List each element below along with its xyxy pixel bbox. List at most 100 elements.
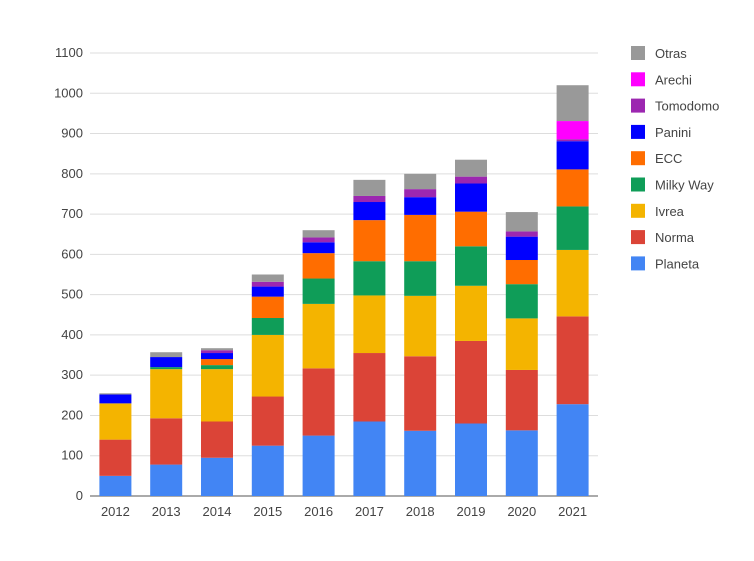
bar-segment-planeta (302, 435, 335, 496)
bar-segment-ecc (505, 260, 538, 285)
y-tick-label: 500 (61, 287, 83, 302)
legend-label: ECC (655, 151, 682, 166)
bar-segment-panini (302, 242, 335, 254)
bar-segment-otras (150, 352, 183, 358)
bar-segment-ivrea (251, 334, 284, 397)
bar-segment-ivrea (99, 403, 132, 440)
bar-segment-milky-way (505, 284, 538, 319)
y-tick-label: 700 (61, 206, 83, 221)
bar-segment-norma (556, 316, 589, 405)
bar-segment-planeta (404, 430, 437, 496)
bar-segment-ivrea (353, 295, 386, 354)
bar-segment-tomodomo (353, 195, 386, 203)
bar-segment-milky-way (302, 278, 335, 304)
y-tick-label: 1100 (55, 45, 83, 60)
bar-segment-ecc (455, 211, 487, 247)
legend-swatch (631, 230, 645, 245)
legend-label: Otras (655, 46, 687, 61)
bar-segment-ivrea (556, 249, 589, 317)
bar-segment-tomodomo (404, 189, 437, 198)
x-tick-label: 2018 (406, 504, 435, 519)
bar-segment-planeta (201, 457, 233, 496)
bar-segment-tomodomo (455, 176, 487, 184)
bar-segment-panini (505, 236, 538, 261)
bar-segment-milky-way (455, 246, 487, 286)
bar-segment-ivrea (150, 369, 183, 419)
bar-segment-ecc (353, 220, 386, 262)
bar-segment-ecc (302, 253, 335, 279)
bar-segment-ivrea (505, 318, 538, 370)
bar-segment-otras (455, 159, 487, 177)
bar-segment-arechi (556, 121, 589, 140)
x-tick-label: 2015 (253, 504, 282, 519)
y-tick-label: 800 (61, 166, 83, 181)
bar-segment-panini (404, 197, 437, 215)
legend-label: Ivrea (655, 204, 685, 219)
x-tick-label: 2012 (101, 504, 130, 519)
x-tick-label: 2021 (558, 504, 587, 519)
bar-segment-planeta (150, 464, 183, 496)
bar-segment-norma (455, 340, 487, 424)
bar-segment-milky-way (556, 206, 589, 250)
bar-segment-norma (201, 421, 233, 458)
bar-segment-planeta (505, 430, 538, 496)
legend-swatch (631, 46, 645, 60)
bar-segment-planeta (455, 423, 487, 496)
y-tick-label: 200 (61, 407, 83, 422)
bar-segment-planeta (251, 445, 284, 496)
bar-segment-otras (353, 179, 386, 196)
x-tick-label: 2019 (457, 504, 486, 519)
y-tick-label: 400 (61, 327, 83, 342)
bar-segment-milky-way (353, 261, 386, 296)
bar-segment-panini (455, 183, 487, 212)
bar-segment-otras (404, 173, 437, 190)
bar-segment-planeta (556, 404, 589, 496)
bar-segment-ecc (251, 296, 284, 318)
bar-segment-tomodomo (556, 139, 589, 142)
bar-segment-milky-way (150, 367, 183, 370)
bar-segment-otras (556, 85, 589, 122)
bar-segment-ecc (404, 214, 437, 262)
bar-segment-norma (505, 369, 538, 431)
y-tick-label: 0 (76, 488, 83, 503)
bar-segment-panini (150, 357, 183, 368)
bar-segment-tomodomo (505, 231, 538, 237)
bar-segment-milky-way (201, 365, 233, 370)
bar-segment-norma (302, 368, 335, 436)
legend-label: Norma (655, 230, 695, 245)
bar-segment-ivrea (404, 295, 437, 357)
bar-segment-tomodomo (201, 350, 233, 354)
bar-segment-panini (556, 141, 589, 170)
legend-swatch (631, 72, 645, 87)
bar-segment-norma (150, 418, 183, 465)
bar-segment-otras (251, 274, 284, 282)
bar-segment-norma (404, 356, 437, 431)
bar-segment-planeta (99, 475, 132, 496)
bar-segment-ecc (556, 169, 589, 207)
bar-segment-panini (251, 286, 284, 297)
bar-segment-milky-way (251, 317, 284, 335)
bar-segment-otras (302, 230, 335, 238)
bar-segment-otras (201, 348, 233, 351)
legend-label: Milky Way (655, 178, 714, 193)
bar-segment-ivrea (201, 369, 233, 422)
y-tick-label: 900 (61, 126, 83, 141)
x-tick-label: 2013 (152, 504, 181, 519)
legend-label: Planeta (655, 256, 700, 271)
bar-segment-planeta (353, 421, 386, 496)
legend-swatch (631, 177, 645, 192)
bar-segment-ivrea (455, 285, 487, 341)
bar-segment-tomodomo (302, 237, 335, 243)
y-tick-label: 300 (61, 367, 83, 382)
bar-segment-norma (353, 353, 386, 422)
bar-segment-panini (99, 394, 132, 404)
bar-segment-tomodomo (251, 281, 284, 287)
legend-swatch (631, 151, 645, 166)
legend-swatch (631, 124, 645, 139)
x-tick-label: 2014 (203, 504, 232, 519)
bar-segment-panini (201, 353, 233, 360)
bar-segment-otras (505, 212, 538, 232)
legend-swatch (631, 203, 645, 218)
y-tick-label: 600 (61, 246, 83, 261)
